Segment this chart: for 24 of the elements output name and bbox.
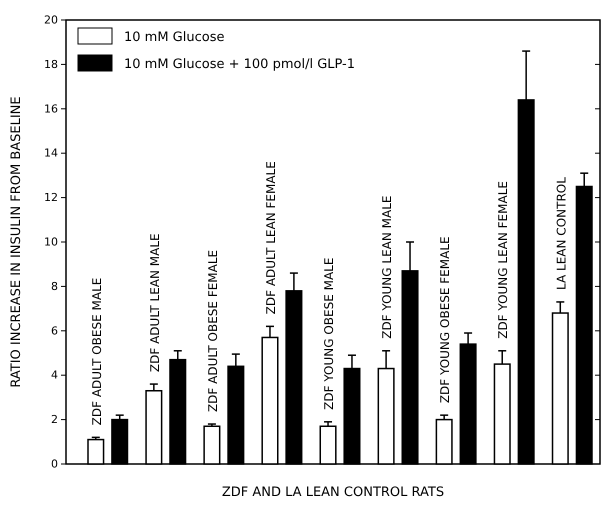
y-tick-label: 8 [51,280,58,293]
y-tick-label: 6 [51,324,58,338]
x-tick-label: LA LEAN CONTROL [554,176,568,290]
y-tick-label: 18 [44,58,58,71]
x-tick-label: ZDF ADULT LEAN MALE [148,233,162,372]
y-axis-title: RATIO INCREASE IN INSULIN FROM BASELINE [9,96,24,388]
y-tick-label: 2 [51,413,58,426]
x-tick-label: ZDF ADULT LEAN FEMALE [264,161,278,314]
x-tick-label: ZDF YOUNG LEAN FEMALE [496,181,510,339]
legend-label: 10 mM Glucose + 100 pmol/l GLP-1 [124,57,356,72]
y-tick-label: 0 [51,458,58,471]
y-tick-label: 4 [51,368,58,382]
y-tick-label: 20 [44,14,58,27]
y-tick-label: 16 [44,102,58,116]
y-tick-label: 12 [44,191,58,204]
x-tick-label: ZDF ADULT OBESE FEMALE [206,250,220,412]
y-tick-label: 10 [44,236,58,249]
x-tick-label: ZDF ADULT OBESE MALE [90,278,104,426]
x-tick-label: ZDF YOUNG OBESE MALE [322,258,336,410]
x-tick-label: ZDF YOUNG LEAN MALE [380,196,394,339]
x-tick-label: ZDF YOUNG OBESE FEMALE [438,236,452,404]
y-tick-label: 14 [44,146,58,160]
x-axis-title: ZDF AND LA LEAN CONTROL RATS [222,485,444,500]
legend-label: 10 mM Glucose [124,30,224,45]
